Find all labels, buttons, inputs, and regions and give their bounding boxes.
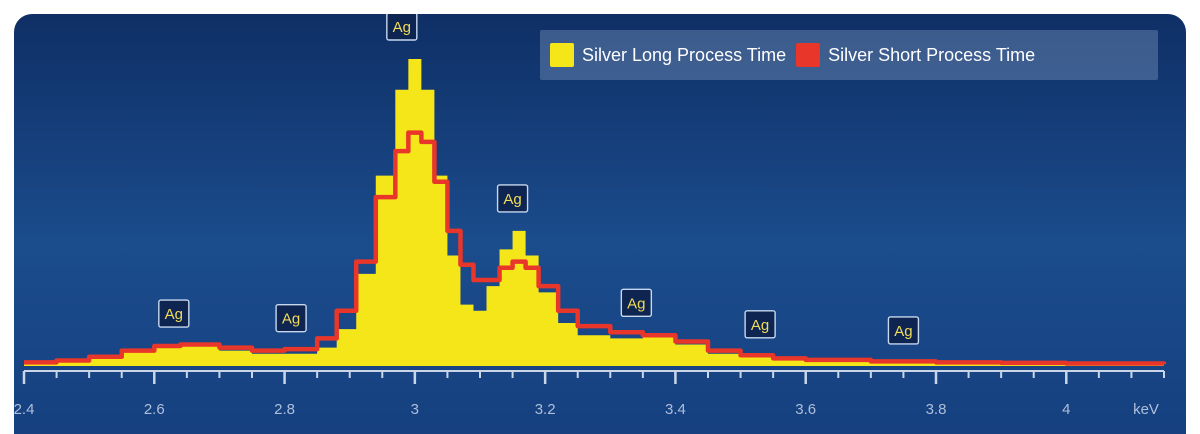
x-tick-label: 3 (411, 401, 419, 418)
legend-item-long: Silver Long Process Time (550, 43, 786, 67)
peak-label-box (158, 299, 190, 328)
series-long-area (24, 59, 1164, 366)
peak-label: Ag (887, 316, 920, 345)
legend-item-short: Silver Short Process Time (796, 43, 1035, 67)
x-tick-label: 3.6 (795, 401, 816, 418)
chart-frame: 2.4 2.6 2.8 3 3.2 3.4 3.6 3.8 4 keV Ag Ag Ag Ag Ag Ag A… (14, 14, 1186, 434)
peak-annotations: Ag Ag Ag Ag Ag Ag Ag (158, 14, 920, 345)
peak-label: Ag (386, 14, 418, 41)
x-axis-unit-label: keV (1133, 401, 1159, 418)
peak-label-box (386, 14, 418, 41)
peak-label-text: Ag (751, 317, 769, 334)
legend-swatch-short (796, 43, 821, 67)
legend: Silver Long Process Time Silver Short Pr… (540, 30, 1158, 80)
peak-label-text: Ag (503, 191, 521, 208)
peak-label-box (620, 288, 653, 317)
peak-label-box (887, 316, 920, 345)
legend-swatch-long (550, 43, 574, 67)
peak-label-text: Ag (894, 323, 912, 340)
peak-label-text: Ag (627, 295, 645, 312)
peak-label: Ag (620, 288, 653, 317)
peak-label-box (496, 184, 529, 213)
x-tick-label: 3.4 (665, 401, 686, 418)
peak-label-box (275, 303, 307, 333)
x-tick-label: 4 (1062, 401, 1070, 418)
area-layer (24, 59, 1164, 366)
line-layer (24, 130, 1167, 366)
x-tick-label: 2.6 (144, 401, 165, 418)
legend-label-long: Silver Long Process Time (582, 44, 787, 65)
x-tick-label: 3.2 (535, 401, 556, 418)
peak-label: Ag (275, 303, 307, 333)
x-tick-label: 3.8 (926, 401, 947, 418)
legend-label-short: Silver Short Process Time (828, 44, 1036, 65)
x-tick-label: 2.4 (14, 401, 34, 418)
peak-label: Ag (158, 299, 190, 328)
x-axis: 2.4 2.6 2.8 3 3.2 3.4 3.6 3.8 4 keV (14, 370, 1165, 418)
x-tick-label: 2.8 (274, 401, 295, 418)
peak-label-text: Ag (165, 306, 183, 323)
peak-label-text: Ag (282, 311, 300, 328)
peak-label: Ag (744, 310, 776, 339)
peak-label-text: Ag (393, 19, 411, 36)
series-short-line (24, 130, 1167, 366)
peak-label-box (744, 310, 776, 339)
peak-label: Ag (496, 184, 529, 213)
